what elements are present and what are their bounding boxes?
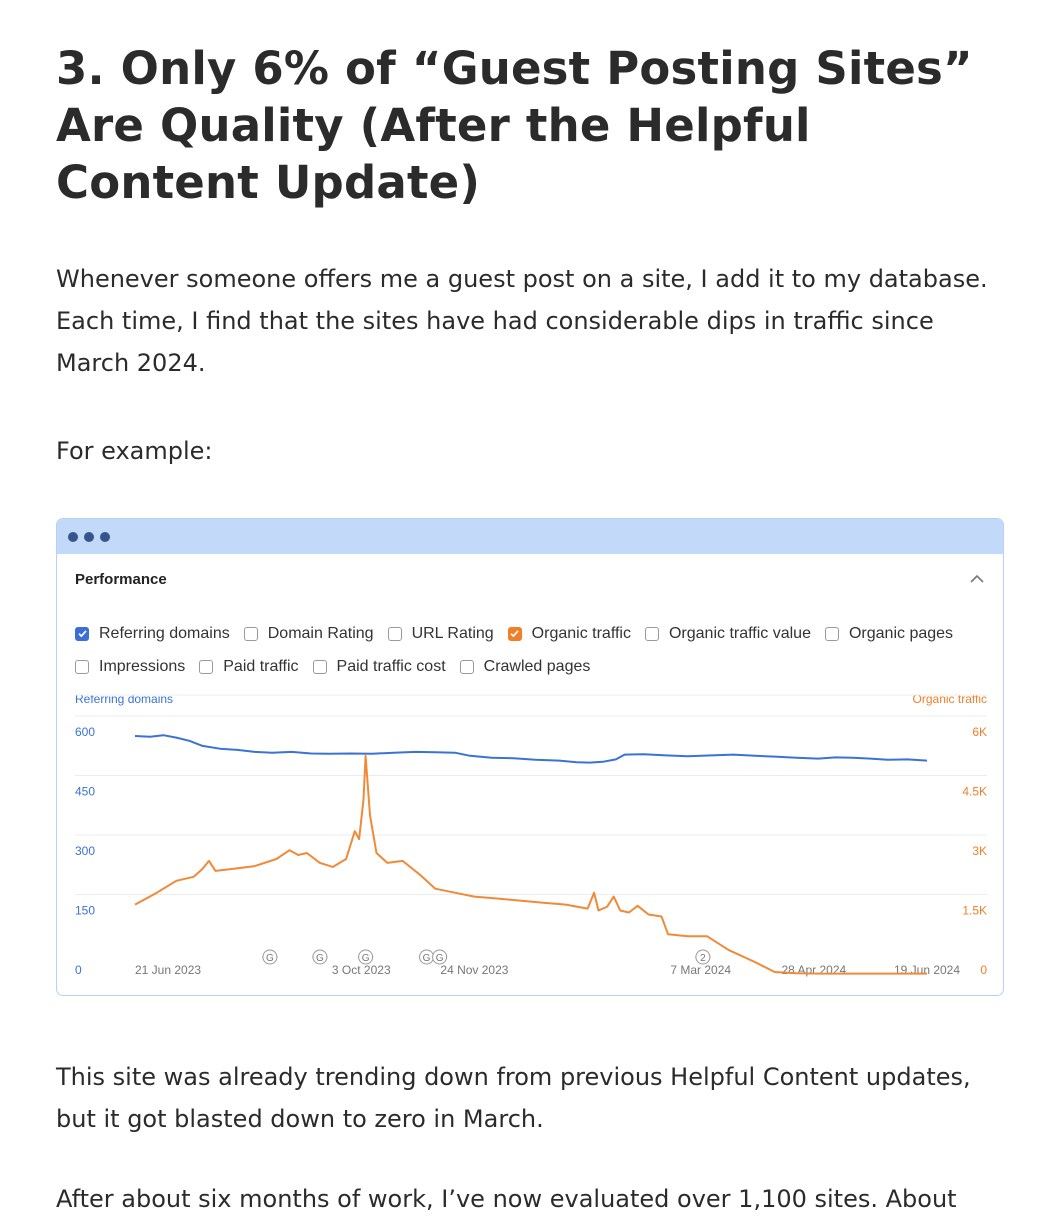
x-tick-label: 3 Oct 2023: [332, 963, 391, 977]
x-tick-label: 21 Jun 2023: [135, 963, 201, 977]
right-tick-label: 0: [980, 963, 987, 977]
event-marker-label: G: [316, 953, 324, 964]
left-axis-label: Referring domains: [75, 692, 173, 706]
event-marker-label: 2: [700, 953, 706, 964]
paragraph-evaluation: After about six months of work, I’ve now…: [56, 1178, 996, 1220]
section-heading: 3. Only 6% of “Guest Posting Sites” Are …: [56, 40, 1016, 211]
paragraph-example: For example:: [56, 430, 996, 472]
left-tick-label: 600: [75, 725, 95, 739]
x-tick-label: 19 Jun 2024: [894, 963, 960, 977]
right-tick-label: 3K: [972, 844, 987, 858]
right-tick-label: 1.5K: [962, 904, 987, 918]
left-tick-label: 450: [75, 785, 95, 799]
x-tick-label: 24 Nov 2023: [440, 963, 508, 977]
left-tick-label: 300: [75, 844, 95, 858]
series-line-organic-traffic: [135, 756, 927, 974]
left-tick-label: 0: [75, 963, 82, 977]
series-line-referring-domains: [135, 735, 927, 762]
event-marker-label: G: [362, 953, 370, 964]
paragraph-trend: This site was already trending down from…: [56, 1056, 996, 1140]
performance-chart: Referring domains Organic traffic 0 150 300 4…: [57, 519, 1004, 996]
x-tick-label: 28 Apr 2024: [781, 963, 846, 977]
right-axis-label: Organic traffic: [913, 692, 987, 706]
paragraph-intro: Whenever someone offers me a guest post …: [56, 258, 996, 384]
event-marker-label: G: [436, 953, 444, 964]
left-tick-label: 150: [75, 904, 95, 918]
event-marker-label: G: [266, 953, 274, 964]
x-tick-label: 7 Mar 2024: [670, 963, 731, 977]
event-marker-label: G: [423, 953, 431, 964]
right-tick-label: 6K: [972, 725, 987, 739]
right-tick-label: 4.5K: [962, 785, 987, 799]
